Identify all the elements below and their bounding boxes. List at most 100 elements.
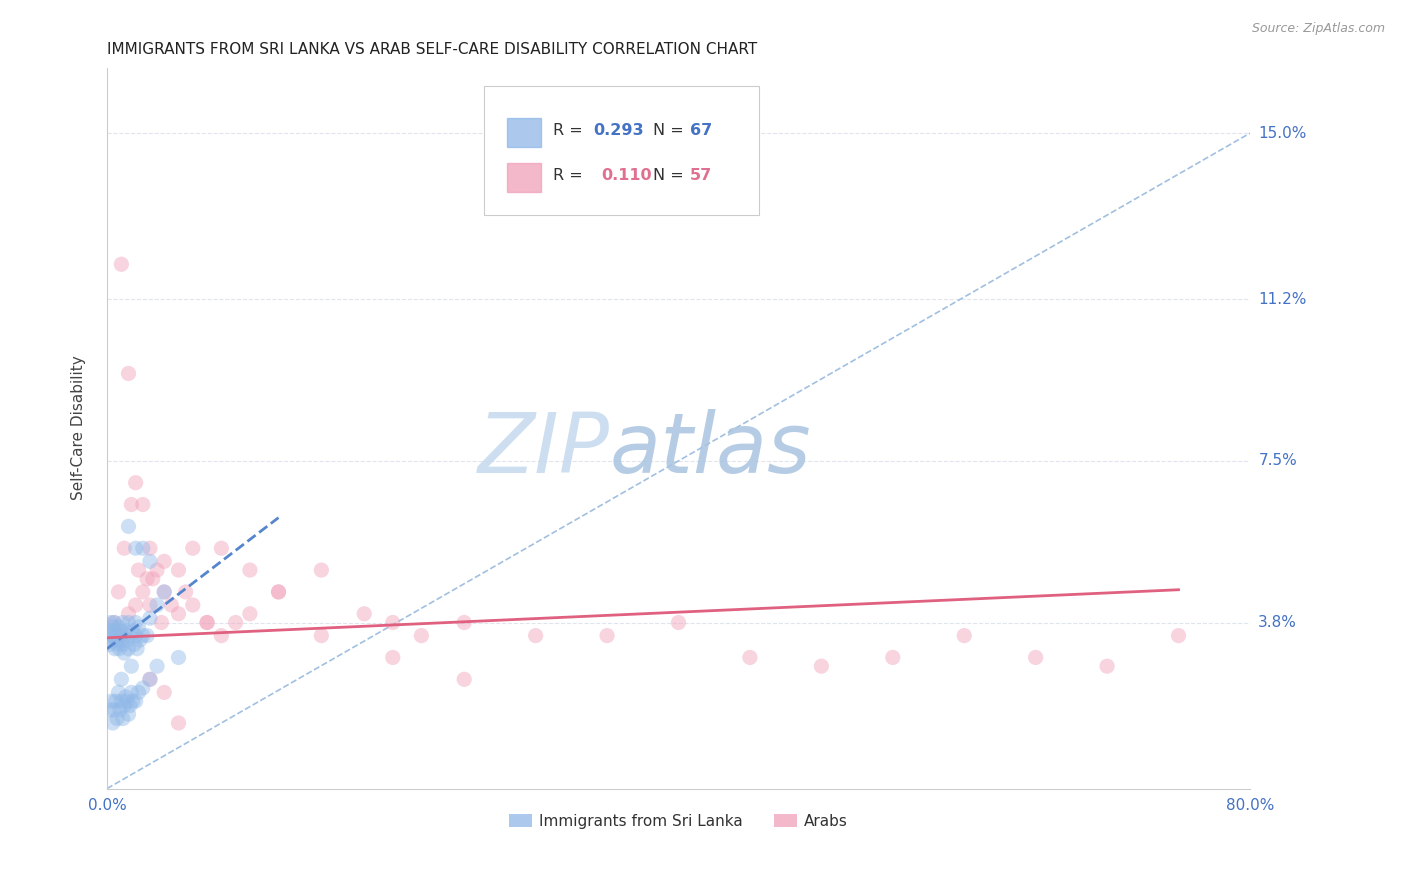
Point	[146, 659, 169, 673]
Text: 15.0%: 15.0%	[1258, 126, 1306, 141]
Point	[112, 646, 135, 660]
Text: 11.2%: 11.2%	[1258, 292, 1306, 307]
Point	[209, 629, 232, 643]
Point	[596, 629, 619, 643]
Text: 67: 67	[690, 123, 713, 138]
Point	[111, 637, 134, 651]
Point	[120, 685, 142, 699]
Point	[810, 659, 832, 673]
Point	[153, 585, 176, 599]
Point	[101, 632, 124, 647]
Point	[118, 629, 141, 643]
Point	[100, 615, 122, 630]
Point	[110, 629, 132, 643]
Point	[100, 624, 122, 639]
Point	[103, 615, 125, 630]
Point	[453, 673, 475, 687]
Point	[128, 563, 150, 577]
Point	[121, 694, 143, 708]
Point	[139, 673, 162, 687]
Point	[139, 598, 162, 612]
Text: 7.5%: 7.5%	[1258, 453, 1296, 468]
Point	[101, 620, 124, 634]
Point	[107, 685, 129, 699]
Point	[108, 703, 131, 717]
Point	[139, 673, 162, 687]
Bar	[508, 118, 541, 147]
Point	[103, 703, 125, 717]
Point	[124, 541, 146, 556]
Text: 0.293: 0.293	[593, 123, 644, 138]
Point	[132, 681, 155, 695]
Point	[107, 620, 129, 634]
Point	[239, 563, 262, 577]
Point	[107, 585, 129, 599]
Point	[153, 554, 176, 568]
Point	[353, 607, 375, 621]
Point	[104, 694, 127, 708]
Point	[150, 615, 173, 630]
Point	[101, 716, 124, 731]
Point	[108, 629, 131, 643]
Text: 57: 57	[690, 169, 713, 184]
Point	[174, 585, 197, 599]
Point	[98, 703, 121, 717]
Text: 0.110: 0.110	[600, 169, 651, 184]
Point	[105, 712, 128, 726]
Point	[125, 641, 148, 656]
Point	[453, 615, 475, 630]
Point	[1167, 629, 1189, 643]
Point	[267, 585, 290, 599]
Point	[111, 615, 134, 630]
Point	[122, 637, 145, 651]
Point	[120, 498, 142, 512]
Point	[1025, 650, 1047, 665]
Point	[98, 629, 121, 643]
Point	[953, 629, 976, 643]
Point	[103, 629, 125, 643]
Point	[1095, 659, 1118, 673]
Point	[136, 629, 159, 643]
Point	[117, 615, 139, 630]
Point	[136, 572, 159, 586]
Point	[225, 615, 247, 630]
Point	[132, 498, 155, 512]
Point	[146, 598, 169, 612]
Point	[118, 698, 141, 713]
Point	[110, 257, 132, 271]
Point	[115, 694, 138, 708]
Point	[181, 598, 204, 612]
Text: R =: R =	[553, 123, 588, 138]
Point	[124, 598, 146, 612]
Point	[668, 615, 690, 630]
Point	[98, 637, 121, 651]
Point	[311, 563, 333, 577]
Point	[117, 367, 139, 381]
Point	[181, 541, 204, 556]
Point	[103, 615, 125, 630]
Point	[110, 694, 132, 708]
Point	[139, 554, 162, 568]
Text: R =: R =	[553, 169, 593, 184]
Point	[153, 685, 176, 699]
Point	[124, 629, 146, 643]
Point	[121, 624, 143, 639]
Point	[167, 607, 190, 621]
Point	[112, 541, 135, 556]
Point	[381, 650, 404, 665]
Text: IMMIGRANTS FROM SRI LANKA VS ARAB SELF-CARE DISABILITY CORRELATION CHART: IMMIGRANTS FROM SRI LANKA VS ARAB SELF-C…	[107, 42, 758, 57]
Point	[139, 611, 162, 625]
Point	[107, 629, 129, 643]
Point	[267, 585, 290, 599]
Point	[108, 641, 131, 656]
Point	[112, 698, 135, 713]
Bar	[508, 163, 541, 192]
Point	[146, 563, 169, 577]
Point	[115, 632, 138, 647]
Point	[117, 607, 139, 621]
Point	[167, 716, 190, 731]
Point	[110, 624, 132, 639]
Point	[100, 694, 122, 708]
Point	[128, 685, 150, 699]
Point	[153, 585, 176, 599]
